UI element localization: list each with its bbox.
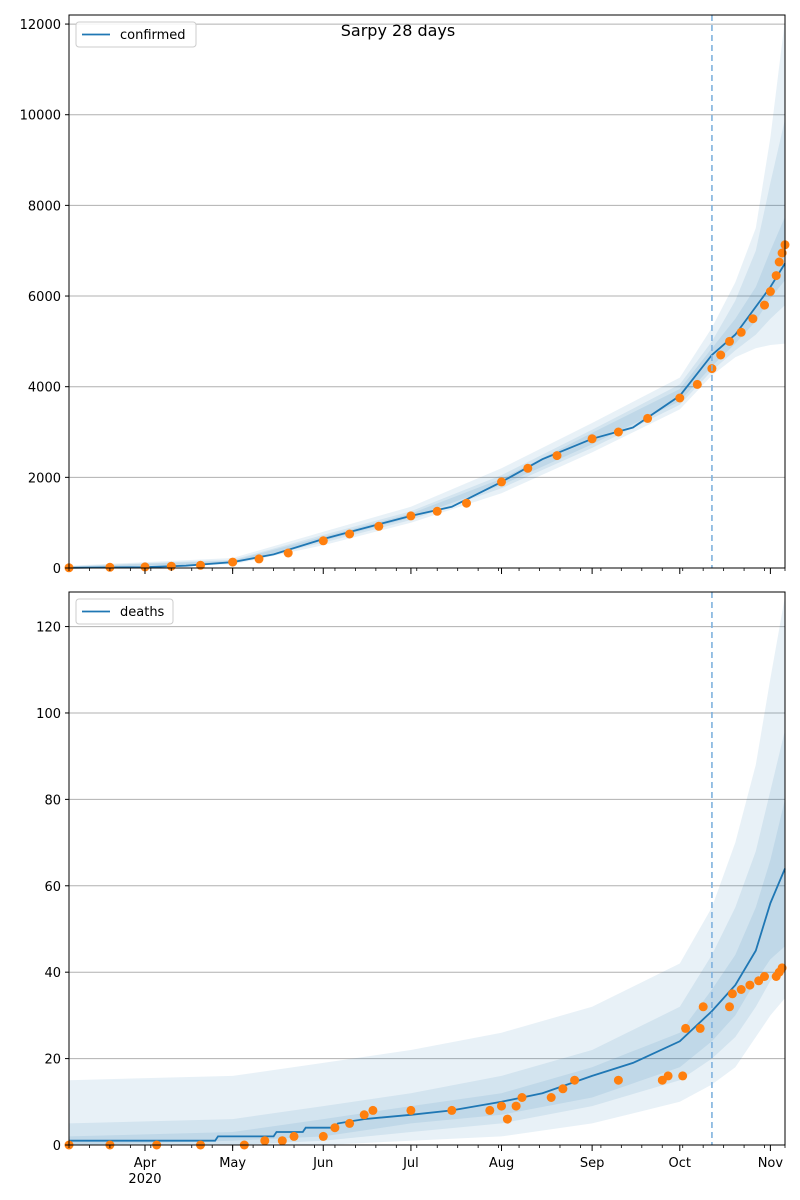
legend-label: confirmed xyxy=(120,28,186,43)
observed-point-19 xyxy=(517,1093,527,1102)
y-tick-label-1: 20 xyxy=(44,1053,61,1068)
observed-point-6 xyxy=(277,1136,287,1146)
observed-point-35 xyxy=(760,972,769,981)
observed-point-7 xyxy=(283,548,293,558)
y-tick-label-5: 10000 xyxy=(20,109,61,124)
x-tick-label-0: Apr xyxy=(134,1156,157,1171)
observed-point-32 xyxy=(736,985,746,994)
observed-point-25 xyxy=(663,1071,673,1081)
observed-point-26 xyxy=(748,314,758,324)
observed-point-8 xyxy=(318,536,328,546)
observed-point-10 xyxy=(374,521,384,531)
observed-point-23 xyxy=(716,350,726,360)
x-tick-label-3: Jul xyxy=(402,1156,419,1171)
observed-point-10 xyxy=(345,1118,355,1128)
observed-point-22 xyxy=(570,1075,580,1085)
observed-point-18 xyxy=(511,1101,521,1111)
observed-point-14 xyxy=(447,1105,457,1115)
y-tick-label-6: 12000 xyxy=(20,18,61,33)
observed-point-31 xyxy=(727,989,737,999)
confirmed-panel: 0 2000 4000 6000 8000 10000 12000 confirmed xyxy=(20,14,790,577)
observed-point-8 xyxy=(318,1131,328,1141)
observed-point-16 xyxy=(552,451,562,461)
x-tick-label-4: Aug xyxy=(489,1156,514,1171)
observed-point-17 xyxy=(502,1114,512,1124)
uncertainty-band-0 xyxy=(69,19,785,568)
y-tick-label-0: 0 xyxy=(53,562,61,577)
observed-point-27 xyxy=(760,300,769,310)
observed-point-11 xyxy=(359,1110,369,1120)
observed-point-26 xyxy=(678,1071,688,1081)
observed-point-13 xyxy=(462,498,471,508)
uncertainty-band-0 xyxy=(69,596,785,1145)
observed-point-30 xyxy=(774,257,784,267)
observed-point-20 xyxy=(546,1093,556,1102)
x-tick-sublabel-0: 2020 xyxy=(128,1172,161,1187)
y-tick-label-4: 80 xyxy=(44,793,61,808)
x-tick-label-5: Sep xyxy=(580,1156,605,1171)
y-tick-label-5: 100 xyxy=(36,707,61,722)
observed-point-27 xyxy=(681,1023,691,1033)
observed-point-20 xyxy=(675,393,685,403)
observed-point-24 xyxy=(725,336,734,346)
observed-point-12 xyxy=(432,506,442,516)
legend-label: deaths xyxy=(120,605,165,620)
observed-point-14 xyxy=(497,477,506,487)
observed-point-15 xyxy=(485,1105,495,1115)
x-tick-label-2: Jun xyxy=(312,1156,333,1171)
observed-point-1 xyxy=(105,562,115,572)
observed-point-28 xyxy=(695,1023,705,1033)
x-tick-label-1: May xyxy=(219,1156,246,1171)
y-tick-label-6: 120 xyxy=(36,621,61,636)
observed-point-29 xyxy=(698,1002,708,1012)
x-tick-label-7: Nov xyxy=(758,1156,784,1171)
observed-point-15 xyxy=(523,463,533,473)
y-tick-label-0: 0 xyxy=(53,1139,61,1154)
observed-point-9 xyxy=(330,1123,340,1133)
legend-box xyxy=(75,21,197,48)
observed-point-31 xyxy=(777,248,787,258)
observed-point-23 xyxy=(613,1075,623,1085)
y-tick-label-1: 2000 xyxy=(28,471,61,486)
observed-point-33 xyxy=(745,980,755,990)
observed-point-7 xyxy=(289,1131,299,1141)
observed-point-18 xyxy=(613,427,623,437)
observed-point-11 xyxy=(406,511,416,521)
plot-frame xyxy=(68,14,786,569)
observed-point-16 xyxy=(497,1101,506,1111)
observed-point-25 xyxy=(736,327,746,337)
observed-point-2 xyxy=(140,562,150,572)
observed-point-12 xyxy=(368,1105,378,1115)
observed-point-30 xyxy=(725,1002,734,1012)
x-tick-label-6: Oct xyxy=(669,1156,691,1171)
y-tick-label-3: 6000 xyxy=(28,290,61,305)
observed-point-19 xyxy=(643,413,653,423)
y-tick-label-2: 4000 xyxy=(28,381,61,396)
observed-point-21 xyxy=(558,1084,568,1094)
model-line xyxy=(68,262,786,569)
observed-point-28 xyxy=(765,287,775,296)
observed-point-17 xyxy=(587,434,597,444)
plot-frame xyxy=(68,591,786,1146)
y-tick-label-2: 40 xyxy=(44,966,61,981)
observed-point-29 xyxy=(771,271,781,281)
y-tick-label-4: 8000 xyxy=(28,199,61,214)
observed-point-6 xyxy=(254,554,264,564)
y-tick-label-3: 60 xyxy=(44,880,61,895)
figure-title: Sarpy 28 days xyxy=(341,21,455,40)
observed-point-13 xyxy=(406,1105,416,1115)
model-line xyxy=(69,868,786,1142)
observed-point-38 xyxy=(777,963,787,973)
observed-point-21 xyxy=(692,379,702,389)
observed-point-9 xyxy=(345,529,355,539)
legend-box xyxy=(75,598,174,625)
observed-point-5 xyxy=(228,557,238,567)
observed-point-5 xyxy=(260,1136,270,1146)
